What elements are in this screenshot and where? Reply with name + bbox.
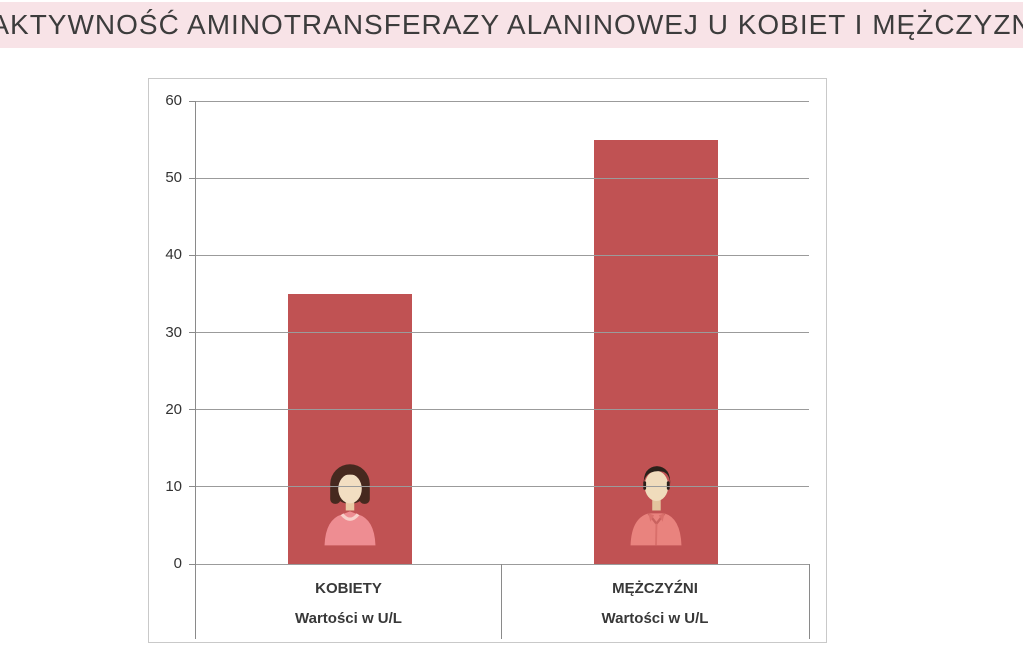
y-tick-30 bbox=[189, 332, 196, 333]
blouse bbox=[324, 511, 376, 546]
y-tick-10 bbox=[189, 486, 196, 488]
y-tick-label-10: 10 bbox=[165, 477, 182, 495]
category-cell-kobiety: KOBIETY Wartości w U/L bbox=[196, 564, 501, 639]
face bbox=[644, 470, 669, 502]
face bbox=[338, 474, 362, 504]
category-table-right-border bbox=[809, 564, 810, 639]
y-tick-label-30: 30 bbox=[165, 323, 182, 341]
y-tick-label-0: 0 bbox=[173, 555, 182, 572]
gridline-40 bbox=[196, 254, 809, 256]
gridline-30 bbox=[196, 332, 809, 333]
page-title: AKTYWNOŚĆ AMINOTRANSFERAZY ALANINOWEJ U … bbox=[0, 2, 1023, 48]
category-sublabel: Wartości w U/L bbox=[295, 610, 402, 627]
gridline-20 bbox=[196, 409, 809, 411]
bar-kobiety bbox=[288, 293, 412, 564]
category-label: MĘŻCZYŹNI bbox=[612, 580, 698, 597]
neck bbox=[345, 498, 355, 511]
gridline-60 bbox=[196, 100, 809, 102]
y-tick-20 bbox=[189, 409, 196, 411]
y-tick-label-60: 60 bbox=[165, 92, 182, 109]
y-tick-0 bbox=[189, 563, 196, 565]
category-cell-mezczyzni: MĘŻCZYŹNI Wartości w U/L bbox=[501, 564, 809, 639]
y-tick-60 bbox=[189, 100, 196, 102]
chart-container: 0 10 20 30 40 50 60 KOBIETY Wartości w U/L MĘŻCZY… bbox=[148, 78, 827, 643]
y-tick-label-40: 40 bbox=[165, 246, 182, 264]
bar-mezczyzni bbox=[594, 139, 718, 564]
category-sublabel: Wartości w U/L bbox=[601, 610, 709, 627]
collar bbox=[340, 513, 360, 521]
gridline-50 bbox=[196, 177, 809, 179]
man-avatar-icon bbox=[630, 466, 682, 546]
category-divider bbox=[501, 564, 502, 639]
category-label: KOBIETY bbox=[315, 580, 382, 597]
woman-avatar-icon bbox=[324, 464, 376, 546]
y-tick-50 bbox=[189, 177, 196, 179]
y-tick-40 bbox=[189, 254, 196, 256]
gridline-0 bbox=[196, 563, 809, 565]
neck bbox=[652, 497, 661, 511]
y-tick-label-20: 20 bbox=[165, 400, 182, 418]
y-axis-line bbox=[195, 101, 196, 639]
gridline-10 bbox=[196, 486, 809, 488]
y-tick-label-50: 50 bbox=[165, 169, 182, 187]
